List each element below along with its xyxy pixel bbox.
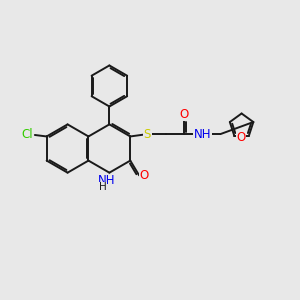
Text: S: S [144,128,151,141]
Text: O: O [140,169,149,182]
Text: O: O [179,108,188,121]
Text: H: H [99,182,107,192]
Text: NH: NH [98,174,116,188]
Text: O: O [236,131,246,144]
Text: Cl: Cl [21,128,33,142]
Text: NH: NH [194,128,211,141]
